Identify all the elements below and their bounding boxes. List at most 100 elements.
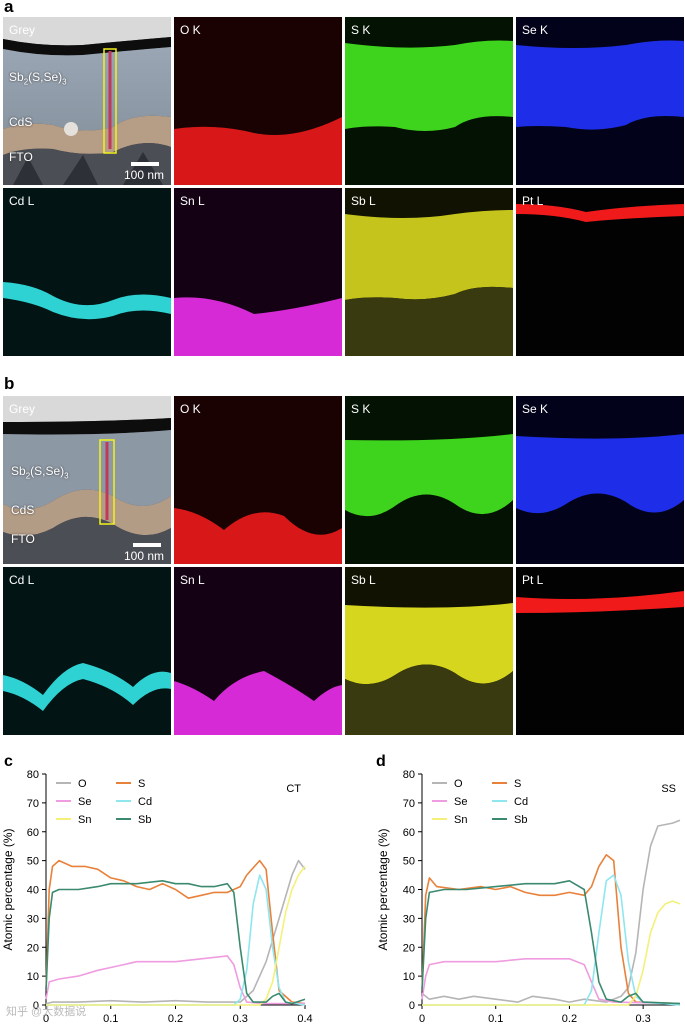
series-line-sn bbox=[46, 865, 306, 1006]
x-tick-label: 0 bbox=[43, 1013, 49, 1025]
map-label: O K bbox=[180, 402, 201, 416]
map-label: O K bbox=[180, 23, 201, 37]
grey-label: Grey bbox=[9, 23, 36, 37]
scale-bar bbox=[131, 162, 159, 166]
y-tick-label: 0 bbox=[409, 1000, 415, 1012]
y-tick-label: 60 bbox=[403, 827, 415, 839]
y-tick-label: 80 bbox=[27, 769, 39, 781]
y-tick-label: 50 bbox=[27, 856, 39, 868]
layer-label-fto: FTO bbox=[11, 532, 35, 546]
scale-bar-label: 100 nm bbox=[124, 549, 165, 563]
map-pt-a: Pt L bbox=[516, 188, 684, 356]
series-line-sb bbox=[421, 880, 681, 1005]
series-line-o bbox=[45, 859, 306, 1005]
map-label: Se K bbox=[522, 23, 549, 37]
map-pt-b: Pt L bbox=[516, 567, 684, 735]
legend-label-s: S bbox=[138, 778, 145, 790]
map-sn-b: Sn L bbox=[174, 567, 342, 735]
map-label: Pt L bbox=[522, 573, 544, 587]
grey-image-a: Grey Sb2(S,Se)3 CdS FTO 100 nm bbox=[3, 17, 171, 185]
map-s-b: S K bbox=[345, 396, 513, 564]
layer-label-cds: CdS bbox=[11, 503, 35, 517]
scale-bar bbox=[133, 543, 161, 547]
y-tick-label: 50 bbox=[403, 856, 415, 868]
legend-label-o: O bbox=[454, 778, 463, 790]
y-tick-label: 60 bbox=[27, 827, 39, 839]
y-tick-label: 30 bbox=[403, 913, 415, 925]
layer-label-cds: CdS bbox=[9, 115, 33, 129]
x-tick-label: 0.3 bbox=[233, 1013, 248, 1025]
line-chart-c: c0102030405060708000.10.20.30.4Distance … bbox=[1, 753, 313, 1025]
x-tick-label: 0.1 bbox=[103, 1013, 118, 1025]
y-tick-label: 40 bbox=[403, 885, 415, 897]
map-label: Sn L bbox=[180, 573, 205, 587]
series-line-sb bbox=[45, 880, 306, 1005]
map-label: S K bbox=[351, 402, 371, 416]
map-se-b: Se K bbox=[516, 396, 684, 564]
legend-label-sb: Sb bbox=[514, 814, 527, 826]
x-tick-label: 0.2 bbox=[562, 1013, 577, 1025]
panel-letter-b: b bbox=[4, 374, 15, 393]
map-sn-a: Sn L bbox=[174, 188, 342, 356]
layer-label-fto: FTO bbox=[9, 150, 33, 164]
map-o-b: O K bbox=[174, 396, 342, 564]
series-line-cd bbox=[422, 874, 681, 1006]
map-se-a: Se K bbox=[516, 17, 684, 185]
series-line-s bbox=[45, 859, 306, 1005]
sample-tag: CT bbox=[286, 783, 301, 795]
legend-label-cd: Cd bbox=[138, 796, 152, 808]
series-line-se bbox=[45, 955, 305, 1005]
legend-label-s: S bbox=[514, 778, 521, 790]
map-label: Sb L bbox=[351, 194, 376, 208]
map-o-a: O K bbox=[174, 17, 342, 185]
panel-letter-c: c bbox=[4, 753, 13, 770]
y-tick-label: 0 bbox=[33, 1000, 39, 1012]
y-axis-label: Atomic percentage (%) bbox=[376, 828, 390, 950]
x-tick-label: 0.2 bbox=[168, 1013, 183, 1025]
y-tick-label: 70 bbox=[403, 798, 415, 810]
x-tick-label: 0 bbox=[419, 1013, 425, 1025]
y-tick-label: 20 bbox=[27, 942, 39, 954]
series-line-sn bbox=[422, 900, 681, 1006]
series-line-cd bbox=[46, 874, 306, 1006]
y-tick-label: 40 bbox=[27, 885, 39, 897]
map-label: Sn L bbox=[180, 194, 205, 208]
layer-label-sbsse: Sb2(S,Se)3 bbox=[11, 464, 69, 481]
x-tick-label: 0.3 bbox=[635, 1013, 650, 1025]
map-label: Se K bbox=[522, 402, 549, 416]
series-line-s bbox=[421, 854, 681, 1005]
legend-label-o: O bbox=[78, 778, 87, 790]
layer-label-sbsse: Sb2(S,Se)3 bbox=[9, 70, 67, 87]
map-cd-a: Cd L bbox=[3, 188, 171, 356]
scale-bar-label: 100 nm bbox=[124, 168, 165, 182]
panel-letter-d: d bbox=[376, 753, 386, 770]
y-tick-label: 70 bbox=[27, 798, 39, 810]
map-label: Pt L bbox=[522, 194, 544, 208]
series-line-o bbox=[421, 819, 681, 1003]
watermark: 知乎 @大数据说 bbox=[6, 1006, 87, 1018]
y-axis-label: Atomic percentage (%) bbox=[1, 828, 15, 950]
legend-label-se: Se bbox=[78, 796, 91, 808]
map-sb-b: Sb L bbox=[345, 567, 513, 735]
y-tick-label: 30 bbox=[27, 913, 39, 925]
legend-label-se: Se bbox=[454, 796, 467, 808]
sample-tag: SS bbox=[661, 783, 676, 795]
map-label: S K bbox=[351, 23, 371, 37]
map-sb-a: Sb L bbox=[345, 188, 513, 356]
map-label: Sb L bbox=[351, 573, 376, 587]
grey-label: Grey bbox=[9, 402, 36, 416]
map-cd-b: Cd L bbox=[3, 567, 171, 735]
legend-label-sn: Sn bbox=[454, 814, 467, 826]
series-line-se bbox=[421, 958, 681, 1005]
y-tick-label: 20 bbox=[403, 942, 415, 954]
legend-label-sn: Sn bbox=[78, 814, 91, 826]
y-tick-label: 10 bbox=[403, 971, 415, 983]
x-tick-label: 0.4 bbox=[297, 1013, 312, 1025]
map-s-a: S K bbox=[345, 17, 513, 185]
map-label: Cd L bbox=[9, 573, 35, 587]
x-tick-label: 0.1 bbox=[488, 1013, 503, 1025]
legend-label-sb: Sb bbox=[138, 814, 151, 826]
grey-image-b: Grey Sb2(S,Se)3 CdS FTO 100 nm bbox=[3, 396, 171, 564]
y-tick-label: 80 bbox=[403, 769, 415, 781]
